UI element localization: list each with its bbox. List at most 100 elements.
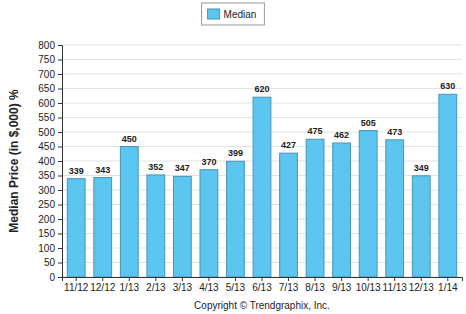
x-tick: 2/13	[146, 277, 166, 293]
y-tick-label: 350	[38, 170, 55, 181]
data-label: 450	[122, 134, 137, 144]
x-tick-label: 2/13	[146, 282, 166, 293]
x-tick-mark	[102, 277, 103, 281]
y-tick-mark	[58, 234, 62, 235]
y-tick-label: 100	[38, 243, 55, 254]
y-tick: 200	[38, 214, 62, 225]
legend-label: Median	[224, 9, 257, 20]
y-tick: 600	[38, 98, 62, 109]
grid-line	[62, 45, 462, 46]
y-tick: 700	[38, 69, 62, 80]
x-tick-mark	[182, 277, 183, 281]
y-tick: 500	[38, 127, 62, 138]
y-tick-mark	[58, 161, 62, 162]
y-tick-label: 550	[38, 112, 55, 123]
y-axis-line	[58, 46, 63, 278]
chart: 3393434503523473703996204274754625054733…	[0, 0, 466, 314]
x-tick: 11/13	[383, 277, 408, 293]
x-tick: 10/13	[356, 277, 381, 293]
y-tick-label: 0	[49, 272, 55, 283]
x-tick: 12/12	[90, 277, 115, 293]
y-tick: 750	[38, 54, 62, 65]
y-tick: 300	[38, 185, 62, 196]
y-tick-label: 250	[38, 199, 55, 210]
y-axis: 0501001502002503003504004505005506006507…	[38, 40, 62, 283]
y-tick: 800	[38, 40, 62, 51]
x-tick: 5/13	[226, 277, 246, 293]
x-tick: 6/13	[252, 277, 272, 293]
y-tick: 50	[44, 257, 62, 268]
x-tick-label: 11/13	[383, 282, 408, 293]
bar	[253, 97, 271, 277]
x-axis-line	[63, 278, 463, 282]
y-axis-title: Median Price (in $,000) %	[7, 89, 21, 233]
bar	[173, 176, 191, 277]
x-tick-mark	[262, 277, 263, 281]
grid	[62, 45, 462, 277]
y-tick-label: 50	[44, 257, 56, 268]
bar	[439, 94, 457, 277]
x-tick: 11/12	[64, 277, 89, 293]
bar	[67, 179, 85, 277]
x-tick-mark	[235, 277, 236, 281]
data-label: 505	[361, 118, 376, 128]
x-tick-label: 4/13	[199, 282, 219, 293]
x-tick-mark	[447, 277, 448, 281]
x-tick-mark	[315, 277, 316, 281]
x-tick-mark	[394, 277, 395, 281]
plot-area	[67, 94, 456, 277]
y-tick-label: 600	[38, 98, 55, 109]
legend-frame	[202, 3, 265, 25]
x-tick: 1/14	[438, 277, 458, 293]
bar	[94, 178, 112, 277]
bar	[280, 153, 298, 277]
y-tick-mark	[58, 263, 62, 264]
y-tick-mark	[58, 147, 62, 148]
y-tick-label: 700	[38, 69, 55, 80]
data-label: 427	[281, 140, 296, 150]
y-tick: 550	[38, 112, 62, 123]
x-tick-label: 11/12	[64, 282, 89, 293]
y-tick: 250	[38, 199, 62, 210]
x-tick-mark	[155, 277, 156, 281]
x-tick-label: 12/13	[409, 282, 434, 293]
x-tick-label: 1/14	[438, 282, 458, 293]
y-tick: 350	[38, 170, 62, 181]
y-tick: 150	[38, 228, 62, 239]
y-tick-mark	[58, 176, 62, 177]
x-tick-label: 12/12	[90, 282, 115, 293]
bar	[412, 176, 430, 277]
data-label: 399	[228, 148, 243, 158]
data-label: 352	[148, 162, 163, 172]
y-tick: 400	[38, 156, 62, 167]
data-label: 339	[69, 166, 84, 176]
bar	[200, 170, 218, 277]
bar	[120, 147, 138, 278]
y-tick: 100	[38, 243, 62, 254]
x-tick-mark	[341, 277, 342, 281]
data-label: 349	[414, 163, 429, 173]
bar	[333, 143, 351, 277]
y-tick: 0	[49, 272, 62, 283]
data-label: 473	[387, 127, 402, 137]
y-tick-label: 450	[38, 141, 55, 152]
x-tick: 12/13	[409, 277, 434, 293]
bar	[147, 175, 165, 277]
data-label: 462	[334, 130, 349, 140]
bar	[359, 131, 377, 277]
data-label: 630	[440, 81, 455, 91]
data-label: 475	[308, 126, 323, 136]
y-tick-mark	[58, 45, 62, 46]
x-tick-label: 10/13	[356, 282, 381, 293]
y-tick-mark	[58, 219, 62, 220]
grid-line	[62, 59, 462, 60]
data-label: 347	[175, 163, 190, 173]
x-tick: 8/13	[305, 277, 325, 293]
y-tick-mark	[58, 60, 62, 61]
x-tick-mark	[368, 277, 369, 281]
x-tick-label: 5/13	[226, 282, 246, 293]
x-tick-mark	[208, 277, 209, 281]
y-tick-label: 200	[38, 214, 55, 225]
y-tick-label: 400	[38, 156, 55, 167]
x-tick-mark	[288, 277, 289, 281]
